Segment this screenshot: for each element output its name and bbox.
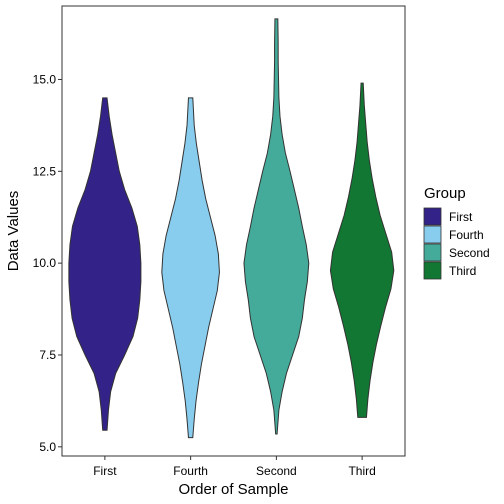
x-tick-label: Third: [348, 464, 375, 478]
x-axis-title: Order of Sample: [178, 481, 288, 498]
plot-panel-border: [61, 5, 406, 457]
violin-first: [68, 97, 142, 431]
legend: Group First Fourth Second Third: [423, 185, 490, 280]
y-tick-label: 12.5: [33, 164, 57, 178]
violin-second: [243, 18, 310, 435]
legend-key-second: [423, 243, 442, 262]
x-tick-label: Fourth: [173, 464, 208, 478]
y-tick-label: 15.0: [33, 72, 57, 86]
legend-title: Group: [424, 185, 466, 202]
legend-key-fourth: [423, 225, 442, 244]
violin-third: [329, 82, 395, 418]
legend-label-first: First: [449, 210, 473, 224]
y-axis-title: Data Values: [5, 191, 22, 272]
legend-key-third: [423, 261, 442, 280]
y-tick-label: 7.5: [39, 348, 56, 362]
violins-layer: [68, 18, 395, 439]
x-tick-label: First: [93, 464, 117, 478]
violin-fourth: [161, 97, 220, 439]
x-axis: First Fourth Second Third: [93, 456, 376, 478]
legend-label-fourth: Fourth: [449, 228, 484, 242]
y-tick-label: 10.0: [33, 256, 57, 270]
x-tick-label: Second: [256, 464, 297, 478]
y-tick-label: 5.0: [39, 440, 56, 454]
legend-label-second: Second: [449, 246, 490, 260]
legend-label-third: Third: [449, 264, 476, 278]
legend-key-first: [423, 207, 442, 226]
y-axis: 5.0 7.5 10.0 12.5 15.0: [33, 72, 62, 454]
